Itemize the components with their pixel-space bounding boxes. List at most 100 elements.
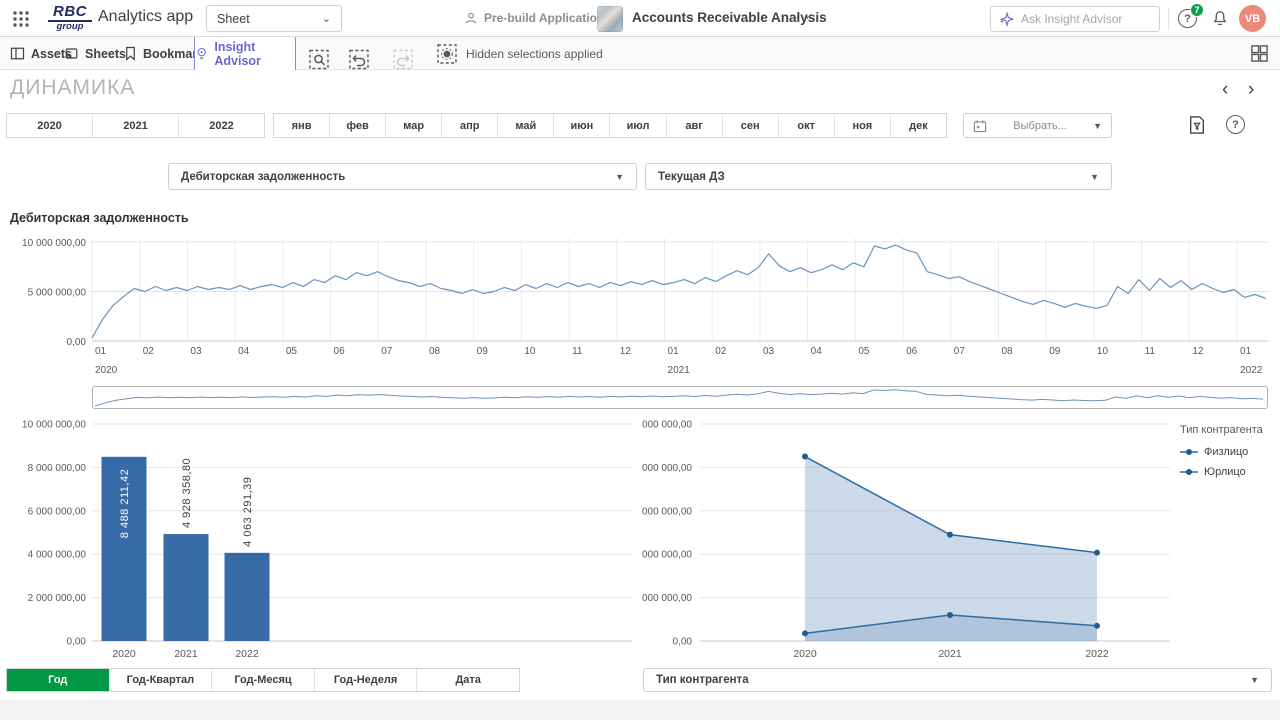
dimension-tab-group: ГодГод-КварталГод-МесяцГод-НеделяДата <box>6 668 520 692</box>
receivables-area-chart[interactable]: 0,002 000 000,004 000 000,006 000 000,00… <box>640 416 1180 664</box>
top-navigation-bar: RBC group Analytics app Sheet ⌄ Pre-buil… <box>0 0 1280 37</box>
svg-text:4 063 291,39: 4 063 291,39 <box>242 477 254 547</box>
topbar-divider <box>1168 8 1169 30</box>
legend-item-label: Физлицо <box>1204 446 1248 458</box>
svg-text:4 928 358,80: 4 928 358,80 <box>181 458 193 528</box>
user-avatar[interactable]: VB <box>1239 5 1266 32</box>
receivables-line-chart[interactable]: 0102030405060708091011120102030405060708… <box>0 232 1280 382</box>
previous-sheet-button[interactable]: ‹ <box>1222 80 1228 99</box>
tab-Год-Квартал[interactable]: Год-Квартал <box>109 669 212 691</box>
step-back-selection-icon[interactable] <box>348 43 370 76</box>
svg-text:4 000 000,00: 4 000 000,00 <box>640 550 692 561</box>
svg-text:05: 05 <box>286 346 298 357</box>
tab-Год-Неделя[interactable]: Год-Неделя <box>314 669 417 691</box>
selections-tool-icon[interactable] <box>1188 115 1206 135</box>
measure-dropdown-primary[interactable]: Дебиторская задолженность ▼ <box>168 163 637 190</box>
svg-text:11: 11 <box>572 346 583 357</box>
sheet-selector-dropdown[interactable]: Sheet ⌄ <box>206 5 342 32</box>
line-chart-title: Дебиторская задолженность <box>10 211 189 225</box>
sheet-selector-value: Sheet <box>217 12 250 26</box>
navigator-mini-chart-svg <box>93 387 1267 408</box>
show-charts-grid-icon[interactable] <box>1250 44 1269 63</box>
svg-text:2022: 2022 <box>235 648 259 660</box>
chevron-down-icon: ▼ <box>1090 172 1099 182</box>
svg-text:0,00: 0,00 <box>67 637 87 648</box>
year-button-2021[interactable]: 2021 <box>92 114 178 137</box>
svg-text:06: 06 <box>334 346 346 357</box>
step-forward-selection-icon-disabled[interactable] <box>392 43 414 76</box>
svg-text:8 000 000,00: 8 000 000,00 <box>28 463 87 474</box>
chevron-down-icon: ▼ <box>615 172 624 182</box>
date-picker-dropdown[interactable]: Выбрать... ▼ <box>963 113 1112 138</box>
sheet-help-icon[interactable]: ? <box>1226 115 1245 134</box>
tab-Дата[interactable]: Дата <box>416 669 519 691</box>
svg-text:04: 04 <box>238 346 250 357</box>
tab-Год[interactable]: Год <box>7 669 109 691</box>
svg-text:2020: 2020 <box>95 365 118 376</box>
month-button-сен[interactable]: сен <box>722 114 778 137</box>
svg-text:03: 03 <box>763 346 775 357</box>
month-button-авг[interactable]: авг <box>666 114 722 137</box>
svg-text:10 000 000,00: 10 000 000,00 <box>640 420 692 431</box>
legend-title: Тип контрагента <box>1180 424 1278 436</box>
prebuild-label: Pre-build Applications <box>484 11 611 25</box>
month-button-дек[interactable]: дек <box>890 114 946 137</box>
tab-Год-Месяц[interactable]: Год-Месяц <box>211 669 314 691</box>
counterparty-dropdown[interactable]: Тип контрагента ▼ <box>643 668 1272 692</box>
chevron-down-icon: ▼ <box>1250 675 1259 685</box>
person-icon <box>464 11 478 25</box>
month-button-фев[interactable]: фев <box>329 114 385 137</box>
legend-item-Физлицо[interactable]: Физлицо <box>1180 446 1278 458</box>
month-filter-group: янвфевмарапрмайиюниюлавгсеноктноядек <box>273 113 947 138</box>
month-button-июл[interactable]: июл <box>609 114 665 137</box>
month-button-янв[interactable]: янв <box>274 114 329 137</box>
month-button-май[interactable]: май <box>497 114 553 137</box>
svg-text:4 000 000,00: 4 000 000,00 <box>28 550 87 561</box>
receivables-bar-chart-svg: 0,002 000 000,004 000 000,006 000 000,00… <box>0 416 648 664</box>
ask-insight-advisor-box <box>990 6 1160 32</box>
next-sheet-button[interactable]: › <box>1248 80 1254 99</box>
insight-advisor-button[interactable]: Insight Advisor <box>194 37 296 70</box>
app-title: Analytics app <box>98 8 193 26</box>
smart-search-icon[interactable] <box>308 43 330 76</box>
sheets-button[interactable]: Sheets <box>64 37 126 70</box>
year-button-2020[interactable]: 2020 <box>7 114 92 137</box>
svg-text:2022: 2022 <box>1085 648 1109 660</box>
svg-text:2020: 2020 <box>112 648 136 660</box>
ask-insight-advisor-input[interactable] <box>1021 12 1141 26</box>
year-button-2022[interactable]: 2022 <box>178 114 264 137</box>
sheet-title: ДИНАМИКА <box>10 76 135 100</box>
month-button-июн[interactable]: июн <box>553 114 609 137</box>
svg-text:04: 04 <box>811 346 823 357</box>
app-launcher-icon[interactable] <box>12 10 30 28</box>
assets-panel-icon <box>10 46 25 61</box>
measure-dropdown-secondary[interactable]: Текущая ДЗ ▼ <box>645 163 1112 190</box>
legend-items: Физлицо Юрлицо <box>1180 446 1278 478</box>
svg-text:10: 10 <box>1097 346 1109 357</box>
time-range-navigator[interactable] <box>92 386 1268 409</box>
svg-text:11: 11 <box>1145 346 1156 357</box>
insight-advisor-label: Insight Advisor <box>214 40 295 68</box>
svg-text:0,00: 0,00 <box>67 337 87 348</box>
prebuild-applications-link[interactable]: Pre-build Applications <box>464 11 611 25</box>
month-button-ноя[interactable]: ноя <box>834 114 890 137</box>
legend-series-marker-icon <box>1180 467 1198 477</box>
receivables-area-chart-svg: 0,002 000 000,004 000 000,006 000 000,00… <box>640 416 1180 664</box>
hidden-selections-status: Hidden selections applied <box>436 37 603 70</box>
more-options-button[interactable]: ⋯ <box>795 8 811 26</box>
svg-text:2 000 000,00: 2 000 000,00 <box>28 593 87 604</box>
notifications-bell-icon[interactable] <box>1211 9 1229 28</box>
legend-item-Юрлицо[interactable]: Юрлицо <box>1180 466 1278 478</box>
assets-button[interactable]: Assets <box>10 37 72 70</box>
month-button-окт[interactable]: окт <box>778 114 834 137</box>
month-button-мар[interactable]: мар <box>385 114 441 137</box>
svg-text:12: 12 <box>1192 346 1204 357</box>
receivables-bar-chart[interactable]: 0,002 000 000,004 000 000,006 000 000,00… <box>0 416 648 664</box>
svg-text:07: 07 <box>954 346 966 357</box>
svg-text:06: 06 <box>906 346 918 357</box>
insight-advisor-bulb-icon <box>195 46 208 61</box>
month-button-апр[interactable]: апр <box>441 114 497 137</box>
svg-text:2021: 2021 <box>668 365 691 376</box>
chevron-down-icon: ▼ <box>1093 121 1102 131</box>
bookmark-icon <box>124 46 137 61</box>
